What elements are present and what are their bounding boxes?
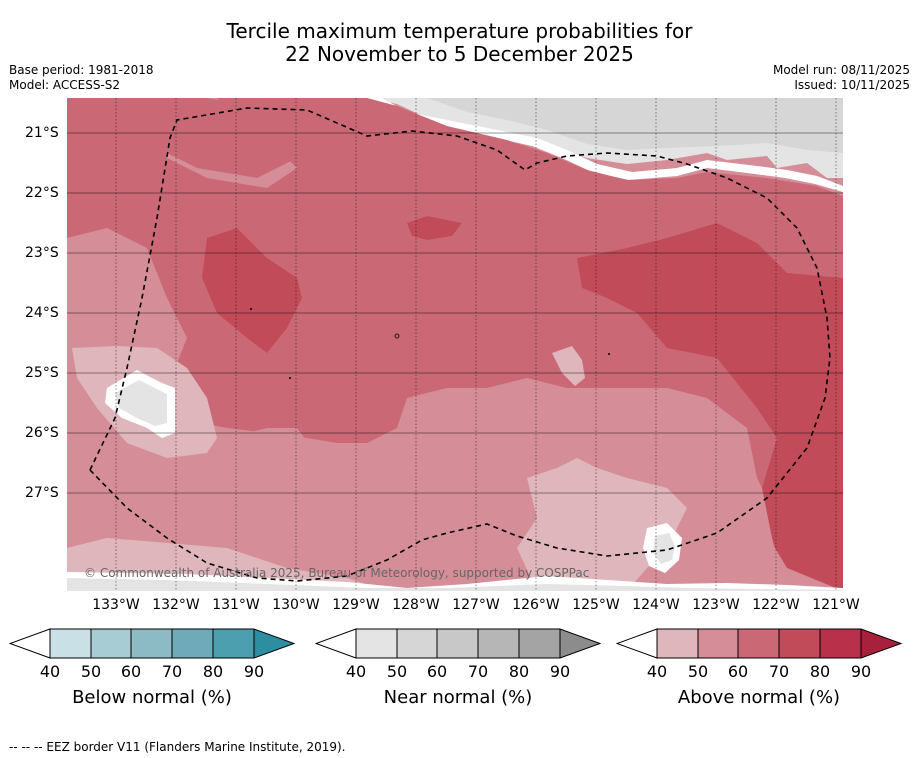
- colorbar-above-tick: 50: [687, 662, 709, 681]
- base-period: Base period: 1981-2018: [9, 63, 154, 77]
- colorbar-above-segment: [779, 629, 820, 658]
- lon-label-130w: 130°W: [272, 597, 320, 613]
- colorbar-near-segment: [519, 629, 560, 658]
- colorbar-below-arrow-right: [254, 629, 294, 658]
- colorbar-near-tick: 90: [549, 662, 571, 681]
- region-above-40-small: [552, 346, 585, 386]
- colorbar-below-tick: 60: [120, 662, 142, 681]
- colorbar-near-tick: 70: [467, 662, 489, 681]
- island-marker: [250, 308, 252, 310]
- colorbar-above-arrow-right: [861, 629, 901, 658]
- issued-date: Issued: 10/11/2025: [794, 78, 910, 92]
- colorbar-below-tick: 50: [80, 662, 102, 681]
- lat-label-22s: 22°S: [25, 185, 59, 201]
- colorbar-below-normal: [9, 628, 296, 659]
- colorbar-near-tick: 80: [508, 662, 530, 681]
- colorbar-above-normal: [616, 628, 903, 659]
- white-gap-top: [367, 98, 843, 192]
- colorbar-near-segment: [356, 629, 397, 658]
- lon-label-121w: 121°W: [812, 597, 860, 613]
- region-above-60: [67, 98, 843, 568]
- colorbar-below-tick: 40: [39, 662, 61, 681]
- lon-label-128w: 128°W: [392, 597, 440, 613]
- lon-label-122w: 122°W: [752, 597, 800, 613]
- colorbar-below-segment: [172, 629, 213, 658]
- colorbar-below-tick: 70: [161, 662, 183, 681]
- copyright-notice: © Commonwealth of Australia 2025, Bureau…: [84, 566, 590, 580]
- region-above-40-bottom: [517, 458, 687, 591]
- colorbar-near-label: Near normal (%): [383, 687, 533, 708]
- colorbar-above-tick: 70: [768, 662, 790, 681]
- lat-label-25s: 25°S: [25, 365, 59, 381]
- model-name: Model: ACCESS-S2: [9, 78, 121, 92]
- lon-label-133w: 133°W: [92, 597, 140, 613]
- lon-label-125w: 125°W: [572, 597, 620, 613]
- lon-gridlines: [115, 98, 837, 591]
- colorbar-below-segment: [50, 629, 91, 658]
- lon-label-124w: 124°W: [632, 597, 680, 613]
- island-marker: [394, 333, 400, 339]
- colorbar-near-tick: 50: [386, 662, 408, 681]
- eez-legend-footer: -- -- -- EEZ border V11 (Flanders Marine…: [9, 740, 346, 754]
- colorbar-above-arrow-left: [616, 628, 658, 659]
- colorbar-near-normal: [315, 628, 602, 659]
- colorbar-below-tick: 90: [243, 662, 265, 681]
- colorbar-above-segment: [738, 629, 779, 658]
- colorbar-above-tick: 80: [809, 662, 831, 681]
- colorbar-near-tick: 40: [345, 662, 367, 681]
- lat-label-21s: 21°S: [25, 125, 59, 141]
- lat-label-24s: 24°S: [25, 305, 59, 321]
- region-near-normal-left-inner: [115, 380, 167, 426]
- map-title-line2: 22 November to 5 December 2025: [285, 42, 634, 66]
- colorbar-above-segment: [657, 629, 698, 658]
- island-marker: [608, 353, 610, 355]
- lat-label-23s: 23°S: [25, 245, 59, 261]
- colorbar-below-segment: [131, 629, 172, 658]
- lat-label-26s: 26°S: [25, 425, 59, 441]
- model-run-date: Model run: 08/11/2025: [772, 63, 910, 77]
- colorbar-above-tick: 40: [646, 662, 668, 681]
- region-above-70-east: [577, 223, 843, 591]
- lon-label-131w: 131°W: [212, 597, 260, 613]
- colorbar-above-label: Above normal (%): [677, 687, 841, 708]
- lon-label-123w: 123°W: [692, 597, 740, 613]
- region-near-normal-bottom-inner: [67, 578, 843, 591]
- lon-label-129w: 129°W: [332, 597, 380, 613]
- colorbar-near-segment: [437, 629, 478, 658]
- lat-gridlines: [67, 132, 843, 494]
- lon-label-127w: 127°W: [452, 597, 500, 613]
- colorbar-above-tick: 90: [850, 662, 872, 681]
- probability-map: [67, 98, 843, 591]
- eez-border: [89, 107, 831, 582]
- colorbar-near-tick: 60: [426, 662, 448, 681]
- region-near-normal-bottomright-inner: [653, 533, 675, 564]
- colorbar-below-segment: [213, 629, 254, 658]
- colorbar-near-segment: [478, 629, 519, 658]
- colorbar-above-segment: [698, 629, 738, 658]
- lon-label-132w: 132°W: [152, 597, 200, 613]
- colorbar-above-segment: [820, 629, 861, 658]
- colorbar-near-arrow-left: [315, 628, 357, 659]
- region-near-normal-top-inner: [427, 98, 843, 153]
- colorbar-below-tick: 80: [202, 662, 224, 681]
- colorbar-above-tick: 60: [727, 662, 749, 681]
- colorbar-below-segment: [91, 629, 131, 658]
- map-title-line1: Tercile maximum temperature probabilitie…: [226, 19, 693, 43]
- colorbar-near-arrow-right: [560, 629, 600, 658]
- colorbar-near-segment: [397, 629, 437, 658]
- lon-label-126w: 126°W: [512, 597, 560, 613]
- region-above-70-small: [407, 216, 462, 240]
- colorbar-below-label: Below normal (%): [72, 687, 232, 708]
- region-above-70-west: [202, 228, 302, 353]
- lat-label-27s: 27°S: [25, 485, 59, 501]
- island-marker: [289, 377, 291, 379]
- colorbar-below-arrow-left: [9, 628, 51, 659]
- region-above-60-topleft: [67, 98, 307, 178]
